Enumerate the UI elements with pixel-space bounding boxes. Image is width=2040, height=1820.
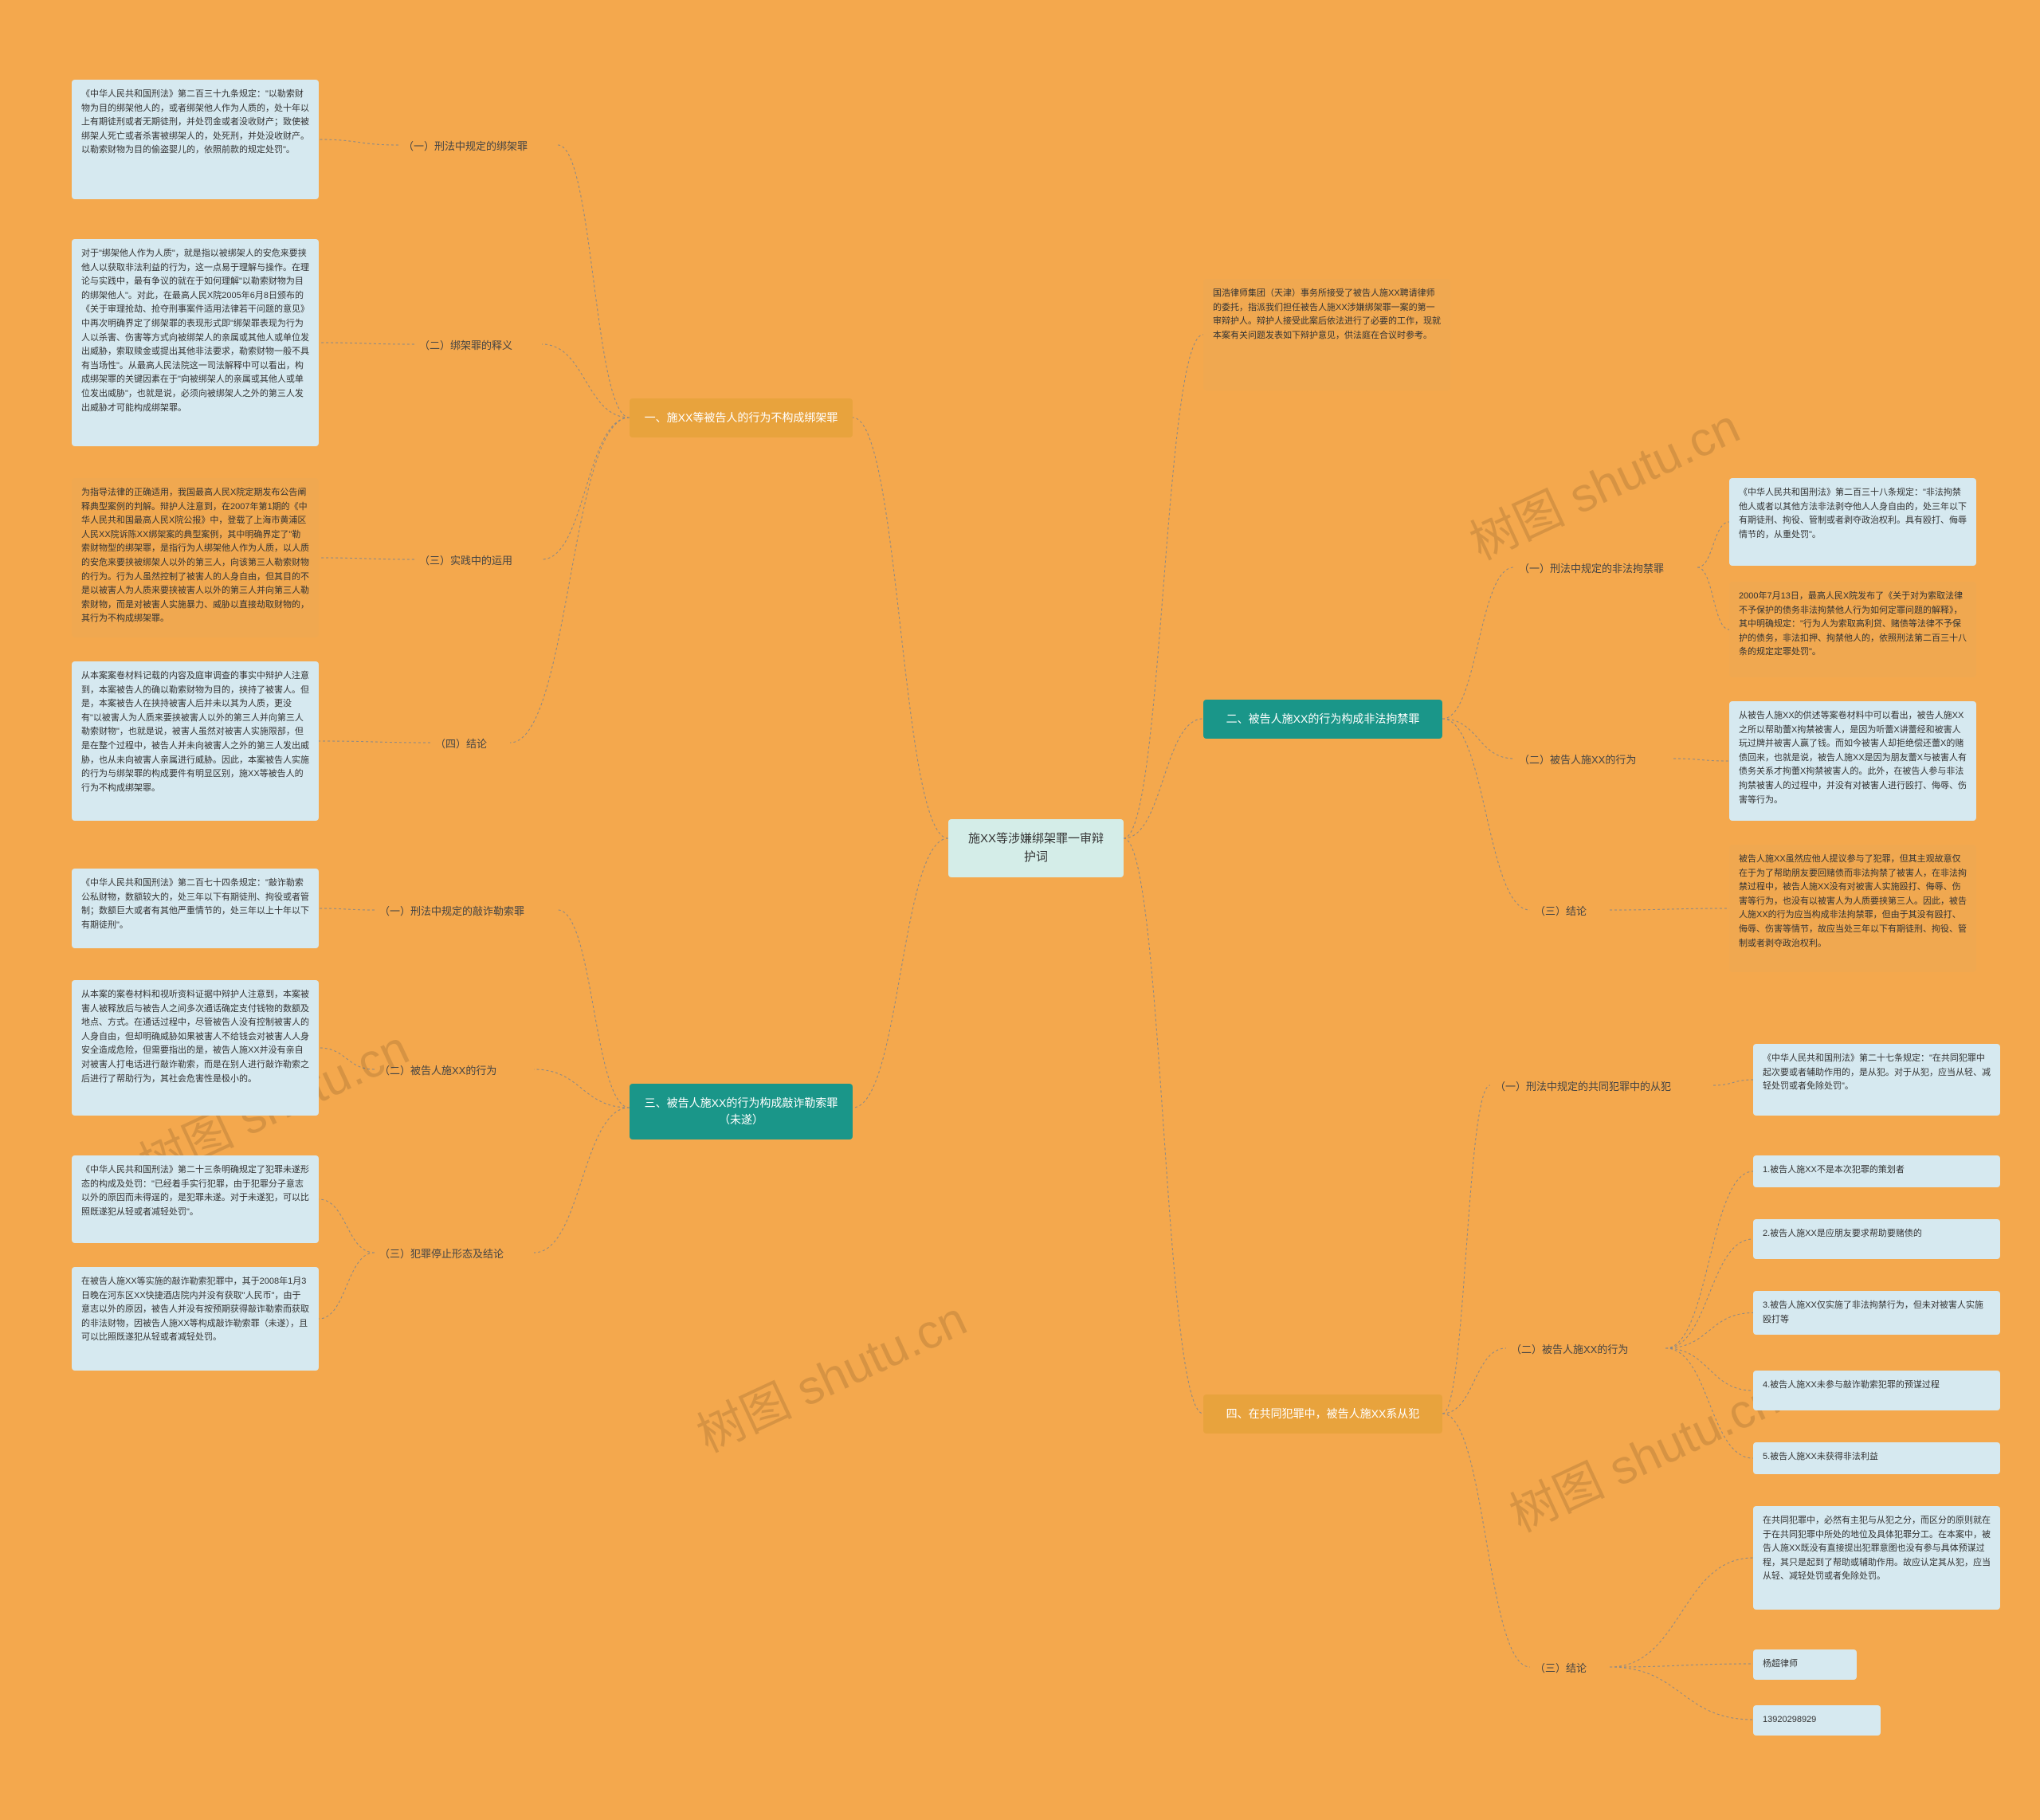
leaf-b3c1-0: 《中华人民共和国刑法》第二百七十四条规定："敲诈勒索公私财物，数额较大的，处三年… xyxy=(72,869,319,948)
leaf-b4c3-0: 在共同犯罪中，必然有主犯与从犯之分，而区分的原则就在于在共同犯罪中所处的地位及具… xyxy=(1753,1506,2000,1610)
subsection-b1c1: （一）刑法中规定的绑架罪 xyxy=(398,135,558,158)
leaf-b4c2-2: 3.被告人施XX仅实施了非法拘禁行为，但未对被害人实施殴打等 xyxy=(1753,1291,2000,1335)
watermark: 树图 shutu.cn xyxy=(685,1281,976,1465)
subsection-b1c2: （二）绑架罪的释义 xyxy=(414,335,542,357)
subsection-b4c1: （一）刑法中规定的共同犯罪中的从犯 xyxy=(1490,1076,1713,1098)
subsection-b3c2: （二）被告人施XX的行为 xyxy=(375,1060,534,1082)
watermark: 树图 shutu.cn xyxy=(1497,1360,1789,1545)
leaf-b2c1-1: 2000年7月13日，最高人民X院发布了《关于对为索取法律不予保护的债务非法拘禁… xyxy=(1729,582,1976,677)
leaf-b1c1-0: 《中华人民共和国刑法》第二百三十九条规定："以勒索财物为目的绑架他人的，或者绑架… xyxy=(72,80,319,199)
leaf-b4c2-0: 1.被告人施XX不是本次犯罪的策划者 xyxy=(1753,1155,2000,1187)
branch-b4: 四、在共同犯罪中，被告人施XX系从犯 xyxy=(1203,1394,1442,1434)
leaf-b3c3-0: 《中华人民共和国刑法》第二十三条明确规定了犯罪未遂形态的构成及处罚："已经着手实… xyxy=(72,1155,319,1243)
leaf-b1c2-0: 对于"绑架他人作为人质"，就是指以被绑架人的安危来要挟他人以获取非法利益的行为，… xyxy=(72,239,319,446)
branch-b3: 三、被告人施XX的行为构成敲诈勒索罪（未遂） xyxy=(630,1084,853,1139)
leaf-b4c2-4: 5.被告人施XX未获得非法利益 xyxy=(1753,1442,2000,1474)
intro-text: 国浩律师集团（天津）事务所接受了被告人施XX聘请律师的委托，指派我们担任被告人施… xyxy=(1203,279,1450,390)
subsection-b2c3: （三）结论 xyxy=(1530,900,1610,923)
leaf-b2c1-0: 《中华人民共和国刑法》第二百三十八条规定："非法拘禁他人或者以其他方法非法剥夺他… xyxy=(1729,478,1976,566)
leaf-b4c2-1: 2.被告人施XX是应朋友要求帮助要赌债的 xyxy=(1753,1219,2000,1259)
subsection-b3c1: （一）刑法中规定的敲诈勒索罪 xyxy=(375,900,558,923)
subsection-b4c2: （二）被告人施XX的行为 xyxy=(1506,1339,1665,1361)
subsection-b2c2: （二）被告人施XX的行为 xyxy=(1514,749,1673,771)
leaf-b4c1-0: 《中华人民共和国刑法》第二十七条规定："在共同犯罪中起次要或者辅助作用的，是从犯… xyxy=(1753,1044,2000,1116)
watermark: 树图 shutu.cn xyxy=(1457,388,1749,573)
leaf-b4c3-2: 13920298929 xyxy=(1753,1705,1881,1736)
leaf-b1c3-0: 为指导法律的正确适用，我国最高人民X院定期发布公告阐释典型案例的判解。辩护人注意… xyxy=(72,478,319,637)
subsection-b1c4: （四）结论 xyxy=(430,733,510,755)
subsection-b4c3: （三）结论 xyxy=(1530,1657,1610,1680)
leaf-b2c3-0: 被告人施XX虽然应他人提议参与了犯罪，但其主观故意仅在于为了帮助朋友要回赌债而非… xyxy=(1729,845,1976,972)
leaf-b4c3-1: 杨超律师 xyxy=(1753,1649,1857,1680)
branch-b2: 二、被告人施XX的行为构成非法拘禁罪 xyxy=(1203,700,1442,739)
leaf-b3c2-0: 从本案的案卷材料和视听资料证据中辩护人注意到，本案被害人被释放后与被告人之间多次… xyxy=(72,980,319,1116)
leaf-b1c4-0: 从本案案卷材料记载的内容及庭审调查的事实中辩护人注意到，本案被告人的确以勒索财物… xyxy=(72,661,319,821)
subsection-b2c1: （一）刑法中规定的非法拘禁罪 xyxy=(1514,558,1697,580)
subsection-b3c3: （三）犯罪停止形态及结论 xyxy=(375,1243,534,1265)
branch-b1: 一、施XX等被告人的行为不构成绑架罪 xyxy=(630,398,853,437)
leaf-b4c2-3: 4.被告人施XX未参与敲诈勒索犯罪的预谋过程 xyxy=(1753,1371,2000,1410)
root-node: 施XX等涉嫌绑架罪一审辩护词 xyxy=(948,819,1124,877)
leaf-b2c2-0: 从被告人施XX的供述等案卷材料中可以看出，被告人施XX之所以帮助蕾X拘禁被害人，… xyxy=(1729,701,1976,821)
subsection-b1c3: （三）实践中的运用 xyxy=(414,550,542,572)
leaf-b3c3-1: 在被告人施XX等实施的敲诈勒索犯罪中，其于2008年1月3日晚在河东区XX快捷酒… xyxy=(72,1267,319,1371)
